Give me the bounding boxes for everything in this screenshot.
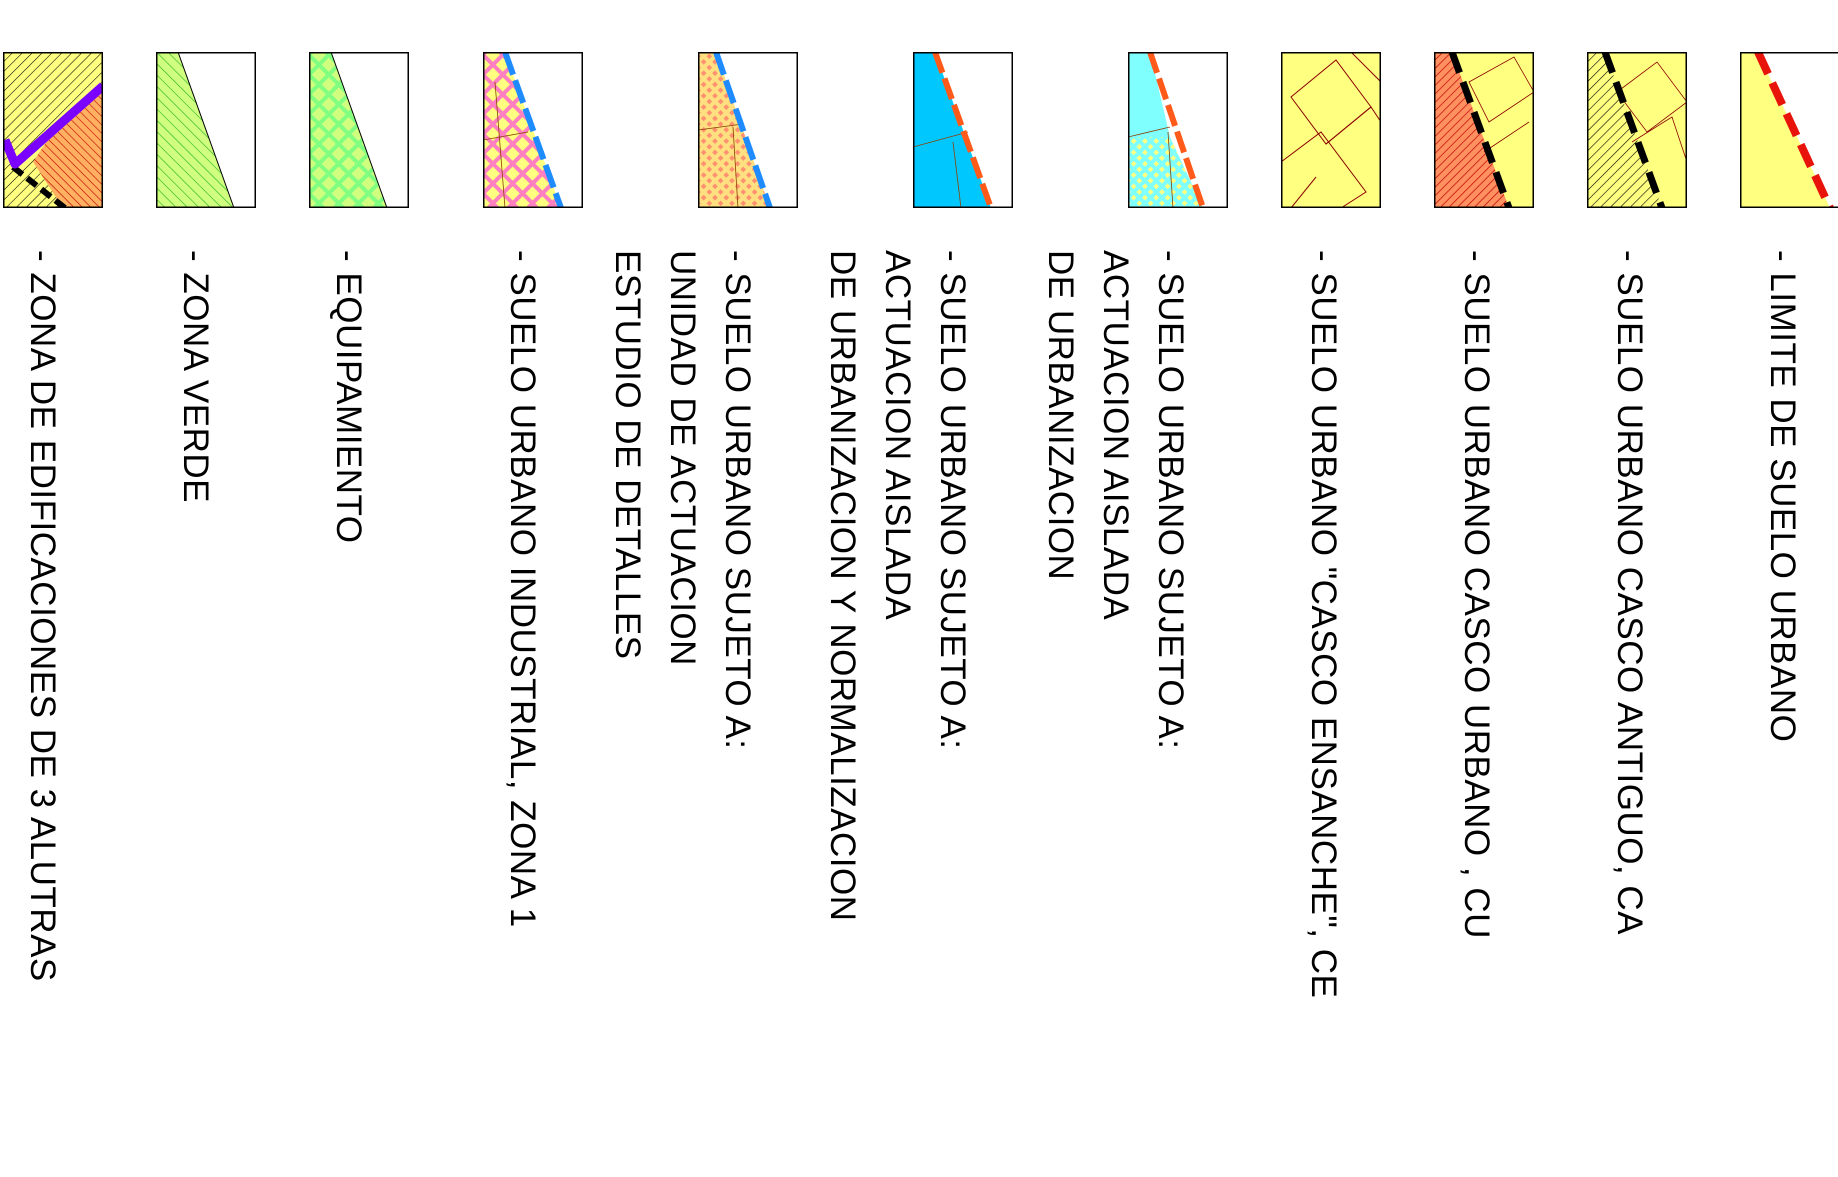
swatch-limite-suelo-urbano: [1740, 52, 1838, 208]
swatch-actuacion-aislada-normalizacion: [913, 52, 1013, 208]
swatch-unidad-actuacion: [698, 52, 798, 208]
swatch-casco-ensanche: [1281, 52, 1381, 208]
swatch-casco-urbano: [1434, 52, 1534, 208]
swatch-casco-antiguo: [1587, 52, 1687, 208]
legend-label-zona-verde: - ZONA VERDE: [176, 250, 215, 503]
swatch-zona-verde: [156, 52, 256, 208]
legend-label-casco-antiguo: - SUELO URBANO CASCO ANTIGUO, CA: [1610, 250, 1649, 935]
swatch-zona-edificaciones: [3, 52, 103, 208]
legend-label-casco-urbano: - SUELO URBANO CASCO URBANO , CU: [1457, 250, 1496, 939]
legend-label-casco-ensanche: - SUELO URBANO "CASCO ENSANCHE", CE: [1304, 250, 1343, 999]
legend-label-actuacion-aislada-urbanizacion: - SUELO URBANO SUJETO A: ACTUACION AISLA…: [1041, 250, 1190, 750]
swatch-equipamiento: [309, 52, 409, 208]
legend-label-unidad-actuacion: - SUELO URBANO SUJETO A: UNIDAD DE ACTUA…: [608, 250, 757, 750]
legend-label-actuacion-aislada-normalizacion: - SUELO URBANO SUJETO A: ACTUACION AISLA…: [823, 250, 972, 922]
legend-label-limite-suelo-urbano: - LIMITE DE SUELO URBANO: [1763, 250, 1802, 743]
swatch-industrial-zona-1: [483, 52, 583, 208]
legend-label-equipamiento: - EQUIPAMIENTO: [329, 250, 368, 544]
legend-label-industrial-zona-1: - SUELO URBANO INDUSTRIAL, ZONA 1: [503, 250, 542, 928]
legend-label-zona-edificaciones: - ZONA DE EDIFICACIONES DE 3 ALUTRAS: [23, 250, 62, 982]
swatch-actuacion-aislada-urbanizacion: [1128, 52, 1228, 208]
